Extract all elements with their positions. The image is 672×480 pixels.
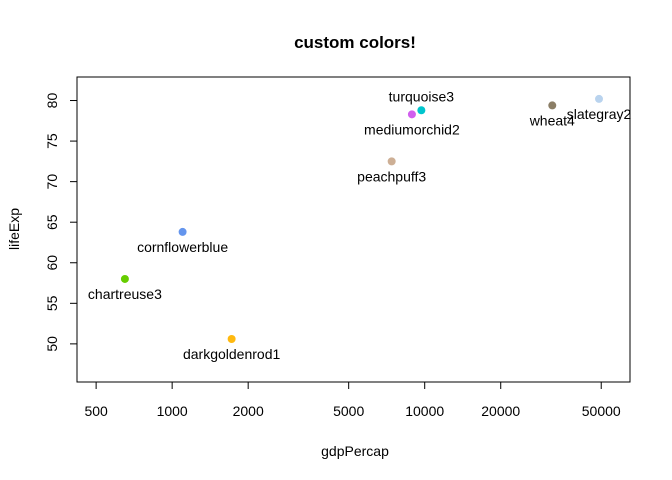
x-axis-label: gdpPercap xyxy=(321,443,389,459)
x-tick-label: 5000 xyxy=(333,403,364,419)
y-tick-label: 50 xyxy=(44,336,60,352)
y-tick-label: 80 xyxy=(44,93,60,109)
chart-title: custom colors! xyxy=(294,33,416,52)
data-point xyxy=(407,110,416,119)
x-tick-label: 500 xyxy=(84,403,108,419)
data-point-label: chartreuse3 xyxy=(88,286,162,302)
data-point xyxy=(387,157,396,166)
data-point xyxy=(178,227,187,236)
y-tick-label: 65 xyxy=(44,214,60,230)
data-point-label: cornflowerblue xyxy=(137,239,228,255)
data-point-label: peachpuff3 xyxy=(357,168,426,184)
y-axis: 50 55 60 65 70 75 80 xyxy=(44,93,78,352)
data-points xyxy=(120,94,604,344)
x-tick-label: 10000 xyxy=(405,403,444,419)
data-point-label: turquoise3 xyxy=(389,88,455,104)
x-tick-label: 2000 xyxy=(233,403,264,419)
data-point-label: darkgoldenrod1 xyxy=(183,346,281,362)
data-point xyxy=(595,94,604,103)
y-tick-label: 60 xyxy=(44,255,60,271)
x-tick-label: 50000 xyxy=(582,403,621,419)
y-axis-label: lifeExp xyxy=(6,208,22,250)
y-tick-label: 75 xyxy=(44,133,60,149)
data-point xyxy=(227,335,236,344)
data-point xyxy=(120,274,129,283)
y-tick-label: 70 xyxy=(44,174,60,190)
y-tick-label: 55 xyxy=(44,295,60,311)
data-point-label: mediumorchid2 xyxy=(364,121,460,137)
data-point-label: wheat4 xyxy=(529,112,575,128)
data-point-labels: cornflowerblue chartreuse3 darkgoldenrod1 p… xyxy=(88,88,632,362)
x-tick-label: 20000 xyxy=(481,403,520,419)
x-axis: 500 1000 2000 5000 10000 20000 50000 xyxy=(84,381,621,419)
data-point xyxy=(417,106,426,115)
x-tick-label: 1000 xyxy=(157,403,188,419)
data-point-label: slategray2 xyxy=(567,106,632,122)
data-point xyxy=(548,101,557,110)
